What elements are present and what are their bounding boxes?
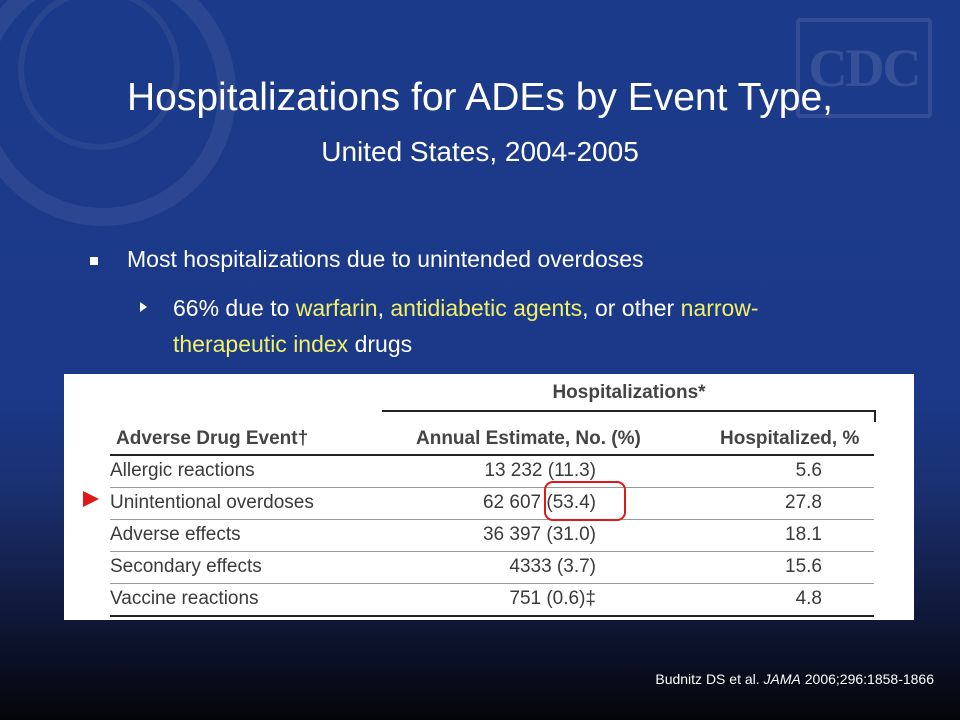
cell-event: Adverse effects: [110, 524, 241, 545]
cdc-logo-watermark: CDC: [796, 18, 932, 118]
column-header-event: Adverse Drug Event†: [116, 428, 309, 449]
column-header-estimate: Annual Estimate, No. (%): [416, 428, 641, 449]
cell-event: Allergic reactions: [110, 460, 255, 481]
bullet-sub-text: 66% due to warfarin, antidiabetic agents…: [173, 290, 860, 362]
cell-event: Unintentional overdoses: [110, 492, 314, 513]
bullet-sub-text-part: 66% due to: [173, 295, 296, 321]
ade-table: Hospitalizations* Adverse Drug Event† An…: [64, 374, 914, 620]
bullet-main: Most hospitalizations due to unintended …: [90, 246, 644, 273]
cell-event: Secondary effects: [110, 556, 262, 577]
group-header-rule: [382, 410, 876, 412]
table-row: Allergic reactions 13 232 (11.3) 5.6: [110, 456, 874, 488]
bullet-sub-text-part: drugs: [348, 331, 413, 357]
column-header-hospitalized: Hospitalized, %: [720, 428, 860, 449]
group-header-rule-tick: [874, 410, 876, 422]
citation-authors: Budnitz DS et al.: [655, 671, 764, 687]
cell-event: Vaccine reactions: [110, 588, 259, 609]
cell-estimate: 13 232 (11.3): [484, 460, 596, 481]
bullet-main-text: Most hospitalizations due to unintended …: [127, 246, 644, 272]
slide-title: Hospitalizations for ADEs by Event Type,: [127, 76, 833, 119]
arrow-bullet-icon: [140, 302, 147, 312]
cell-estimate: 751 (0.6)‡: [509, 588, 596, 609]
citation: Budnitz DS et al. JAMA 2006;296:1858-186…: [655, 671, 934, 687]
table-row: Unintentional overdoses 62 607 (53.4) 27…: [110, 488, 874, 520]
cell-hospitalized: 5.6: [795, 460, 822, 481]
table-row: Secondary effects 4333 (3.7) 15.6: [110, 552, 874, 584]
citation-journal: JAMA: [763, 671, 801, 687]
highlight-circle: [544, 481, 626, 521]
cell-estimate: 4333 (3.7): [509, 556, 596, 577]
group-header-hospitalizations: Hospitalizations*: [552, 382, 706, 403]
cell-estimate: 62 607 (53.4): [482, 492, 596, 513]
red-arrow-pointer-icon: [83, 491, 99, 507]
bullet-sub-text-part: ,: [377, 295, 391, 321]
cell-hospitalized: 18.1: [785, 524, 822, 545]
slide-subtitle: United States, 2004-2005: [321, 136, 639, 167]
highlight-warfarin: warfarin: [295, 295, 378, 321]
hhs-seal-eagle: [18, 0, 180, 150]
cell-hospitalized: 4.8: [795, 588, 822, 609]
table-row: Vaccine reactions 751 (0.6)‡ 4.8: [110, 584, 874, 617]
bullet-sub-text-part: , or other: [582, 295, 681, 321]
cell-hospitalized: 15.6: [785, 556, 822, 577]
cell-hospitalized: 27.8: [785, 492, 822, 513]
highlight-antidiabetic: antidiabetic agents: [390, 295, 583, 321]
cell-estimate: 36 397 (31.0): [482, 524, 596, 545]
header-rule: [110, 454, 874, 456]
square-bullet-icon: [90, 257, 98, 265]
table-row: Adverse effects 36 397 (31.0) 18.1: [110, 520, 874, 552]
highlight-narrow-therapeutic: narrow-therapeutic index: [173, 295, 759, 357]
bullet-sub: 66% due to warfarin, antidiabetic agents…: [140, 290, 860, 362]
citation-rest: 2006;296:1858-1866: [800, 671, 934, 687]
